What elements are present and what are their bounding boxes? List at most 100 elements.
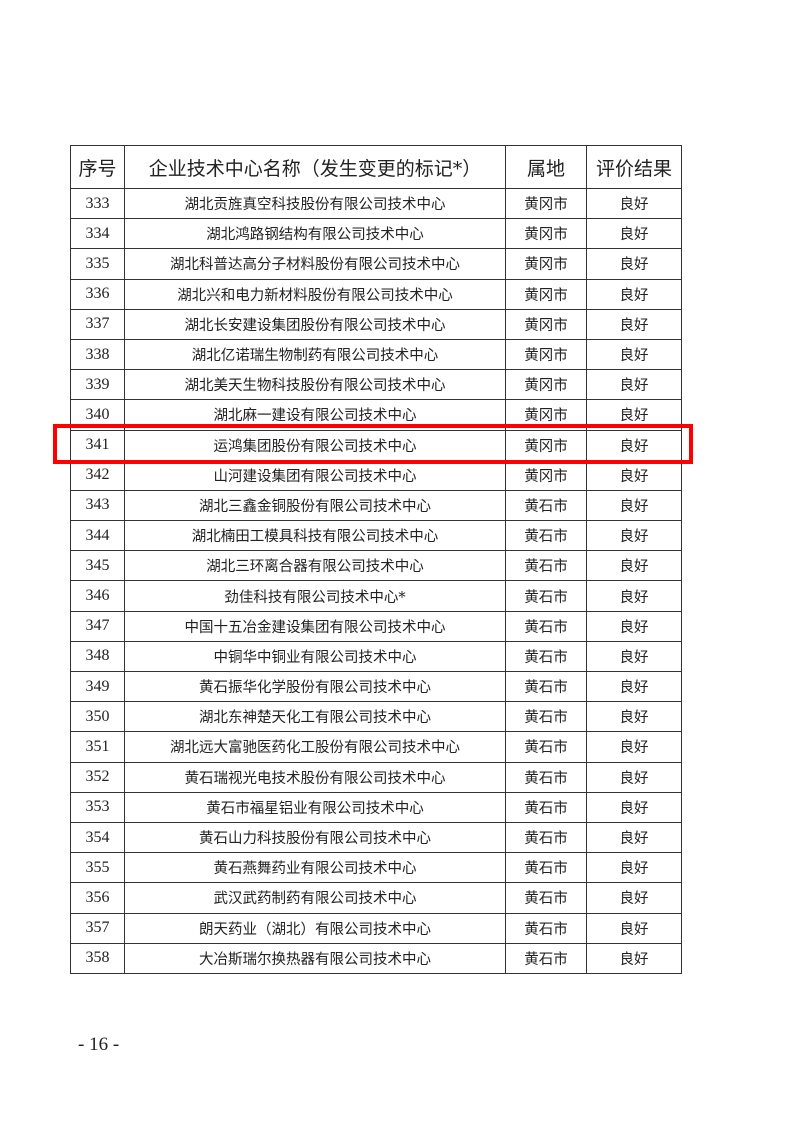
cell-location: 黄冈市 — [505, 278, 587, 310]
cell-result: 良好 — [586, 399, 682, 431]
table-row: 340 湖北麻一建设有限公司技术中心 黄冈市 良好 — [70, 399, 682, 431]
cell-result: 良好 — [586, 308, 682, 340]
cell-name: 黄石振华化学股份有限公司技术中心 — [124, 670, 506, 703]
cell-name: 运鸿集团股份有限公司技术中心 — [124, 429, 506, 461]
evaluation-table: 序号 企业技术中心名称（发生变更的标记*） 属地 评价结果 333 湖北贡旌真空科… — [70, 145, 682, 974]
cell-seq: 358 — [70, 942, 125, 974]
cell-name: 湖北美天生物科技股份有限公司技术中心 — [124, 369, 506, 401]
cell-location: 黄石市 — [505, 580, 587, 612]
cell-name: 湖北三环离合器有限公司技术中心 — [124, 550, 506, 582]
cell-result: 良好 — [586, 791, 682, 823]
table-row: 357 朗天药业（湖北）有限公司技术中心 黄石市 良好 — [70, 912, 682, 944]
cell-location: 黄冈市 — [505, 338, 587, 371]
cell-result: 良好 — [586, 761, 682, 793]
cell-name: 大冶斯瑞尔换热器有限公司技术中心 — [124, 942, 506, 974]
cell-seq: 351 — [70, 731, 125, 763]
cell-location: 黄石市 — [505, 610, 587, 642]
cell-seq: 344 — [70, 520, 125, 552]
cell-name: 湖北兴和电力新材料股份有限公司技术中心 — [124, 278, 506, 310]
cell-name: 湖北远大富驰医药化工股份有限公司技术中心 — [124, 731, 506, 763]
cell-name: 武汉武药制药有限公司技术中心 — [124, 882, 506, 914]
cell-result: 良好 — [586, 670, 682, 703]
cell-result: 良好 — [586, 278, 682, 310]
cell-result: 良好 — [586, 429, 682, 461]
cell-name: 湖北麻一建设有限公司技术中心 — [124, 399, 506, 431]
table-row: 353 黄石市福星铝业有限公司技术中心 黄石市 良好 — [70, 791, 682, 823]
table-row: 356 武汉武药制药有限公司技术中心 黄石市 良好 — [70, 882, 682, 914]
cell-seq: 340 — [70, 399, 125, 431]
cell-location: 黄石市 — [505, 520, 587, 552]
cell-name: 湖北亿诺瑞生物制药有限公司技术中心 — [124, 338, 506, 371]
cell-name: 湖北科普达高分子材料股份有限公司技术中心 — [124, 248, 506, 280]
cell-name: 湖北三鑫金铜股份有限公司技术中心 — [124, 489, 506, 522]
cell-seq: 350 — [70, 701, 125, 733]
cell-result: 良好 — [586, 550, 682, 582]
cell-seq: 335 — [70, 248, 125, 280]
cell-seq: 352 — [70, 761, 125, 793]
cell-seq: 342 — [70, 459, 125, 491]
cell-result: 良好 — [586, 338, 682, 371]
cell-name: 湖北鸿路钢结构有限公司技术中心 — [124, 218, 506, 250]
cell-location: 黄石市 — [505, 489, 587, 522]
table-row: 350 湖北东神楚天化工有限公司技术中心 黄石市 良好 — [70, 701, 682, 733]
cell-result: 良好 — [586, 218, 682, 250]
cell-name: 黄石燕舞药业有限公司技术中心 — [124, 852, 506, 884]
table-row: 352 黄石瑞视光电技术股份有限公司技术中心 黄石市 良好 — [70, 761, 682, 793]
table-row: 346 劲佳科技有限公司技术中心* 黄石市 良好 — [70, 580, 682, 612]
cell-location: 黄冈市 — [505, 429, 587, 461]
table-row: 342 山河建设集团有限公司技术中心 黄冈市 良好 — [70, 459, 682, 491]
table-row: 347 中国十五冶金建设集团有限公司技术中心 黄石市 良好 — [70, 610, 682, 642]
cell-result: 良好 — [586, 912, 682, 944]
table-row: 355 黄石燕舞药业有限公司技术中心 黄石市 良好 — [70, 852, 682, 884]
cell-name: 山河建设集团有限公司技术中心 — [124, 459, 506, 491]
cell-name: 劲佳科技有限公司技术中心* — [124, 580, 506, 612]
cell-result: 良好 — [586, 640, 682, 673]
cell-result: 良好 — [586, 369, 682, 401]
cell-location: 黄石市 — [505, 670, 587, 703]
table-row: 339 湖北美天生物科技股份有限公司技术中心 黄冈市 良好 — [70, 369, 682, 401]
cell-name: 黄石山力科技股份有限公司技术中心 — [124, 821, 506, 854]
header-location: 属地 — [505, 145, 587, 189]
header-seq: 序号 — [70, 145, 125, 189]
table-row: 338 湖北亿诺瑞生物制药有限公司技术中心 黄冈市 良好 — [70, 338, 682, 371]
cell-seq: 333 — [70, 187, 125, 220]
cell-location: 黄石市 — [505, 882, 587, 914]
cell-seq: 347 — [70, 610, 125, 642]
table-row: 337 湖北长安建设集团股份有限公司技术中心 黄冈市 良好 — [70, 308, 682, 340]
header-result: 评价结果 — [586, 145, 682, 189]
cell-seq: 345 — [70, 550, 125, 582]
table-row: 335 湖北科普达高分子材料股份有限公司技术中心 黄冈市 良好 — [70, 248, 682, 280]
cell-result: 良好 — [586, 610, 682, 642]
cell-seq: 355 — [70, 852, 125, 884]
page-number: - 16 - — [78, 1034, 120, 1055]
cell-location: 黄石市 — [505, 912, 587, 944]
table-row: 334 湖北鸿路钢结构有限公司技术中心 黄冈市 良好 — [70, 218, 682, 250]
cell-seq: 338 — [70, 338, 125, 371]
table-row: 349 黄石振华化学股份有限公司技术中心 黄石市 良好 — [70, 670, 682, 703]
cell-location: 黄石市 — [505, 942, 587, 974]
cell-location: 黄石市 — [505, 761, 587, 793]
cell-seq: 353 — [70, 791, 125, 823]
cell-name: 黄石市福星铝业有限公司技术中心 — [124, 791, 506, 823]
cell-name: 黄石瑞视光电技术股份有限公司技术中心 — [124, 761, 506, 793]
cell-location: 黄石市 — [505, 852, 587, 884]
cell-location: 黄石市 — [505, 821, 587, 854]
cell-name: 中铜华中铜业有限公司技术中心 — [124, 640, 506, 673]
cell-seq: 349 — [70, 670, 125, 703]
cell-location: 黄石市 — [505, 791, 587, 823]
cell-location: 黄冈市 — [505, 248, 587, 280]
cell-seq: 336 — [70, 278, 125, 310]
cell-location: 黄冈市 — [505, 459, 587, 491]
cell-name: 湖北贡旌真空科技股份有限公司技术中心 — [124, 187, 506, 220]
table-row: 351 湖北远大富驰医药化工股份有限公司技术中心 黄石市 良好 — [70, 731, 682, 763]
cell-result: 良好 — [586, 489, 682, 522]
cell-result: 良好 — [586, 882, 682, 914]
cell-result: 良好 — [586, 187, 682, 220]
table-row: 354 黄石山力科技股份有限公司技术中心 黄石市 良好 — [70, 821, 682, 854]
cell-seq: 354 — [70, 821, 125, 854]
cell-location: 黄石市 — [505, 640, 587, 673]
table-row: 358 大冶斯瑞尔换热器有限公司技术中心 黄石市 良好 — [70, 942, 682, 974]
cell-location: 黄石市 — [505, 550, 587, 582]
cell-result: 良好 — [586, 852, 682, 884]
table-row: 343 湖北三鑫金铜股份有限公司技术中心 黄石市 良好 — [70, 489, 682, 522]
